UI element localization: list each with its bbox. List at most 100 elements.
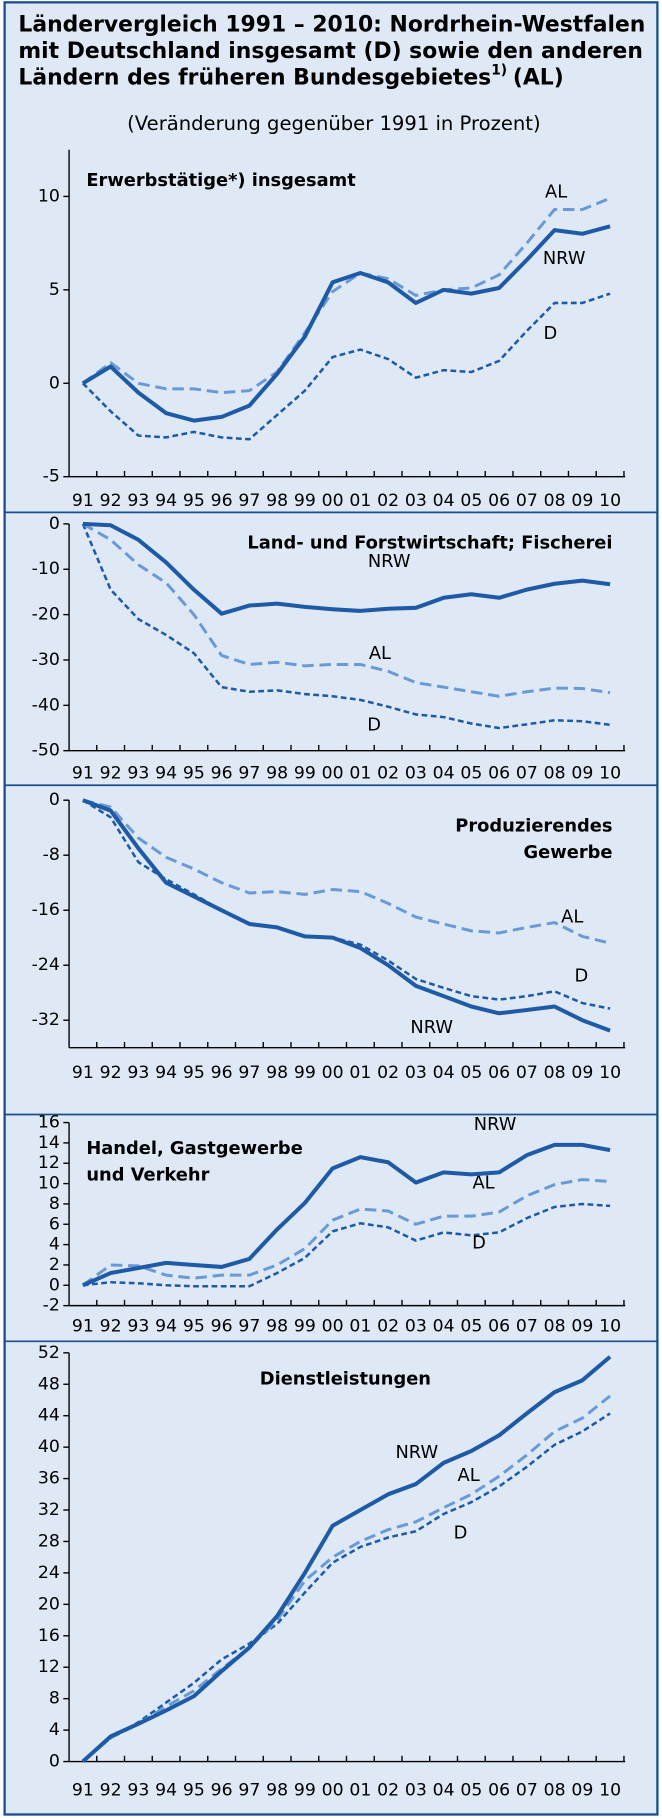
x-tick-label: 08: [544, 1780, 566, 1800]
x-tick-label: 98: [266, 1780, 288, 1800]
title-line: Ländern des früheren Bundesgebietes1) (AL…: [18, 62, 563, 90]
x-tick-label: 01: [349, 491, 371, 511]
series-line: [81, 523, 611, 730]
y-tick-label: -24: [32, 955, 60, 975]
separators: [4, 511, 658, 1343]
series-label: D: [543, 323, 557, 344]
series-label: AL: [458, 1465, 480, 1486]
y-tick-label: 4: [49, 1720, 60, 1740]
x-tick-label: 00: [322, 764, 344, 784]
y-tick-label: 0: [49, 790, 60, 810]
x-tick-label: 00: [322, 1063, 344, 1083]
x-tick-label: 04: [433, 1063, 455, 1083]
y-tick-label: 32: [38, 1500, 60, 1520]
subtitle: (Veränderung gegenüber 1991 in Prozent): [127, 112, 540, 135]
y-tick-label: 16: [38, 1113, 60, 1133]
x-tick-label: 99: [294, 1780, 316, 1800]
x-tick-label: 06: [488, 1063, 510, 1083]
y-tick-label: 0: [49, 514, 60, 534]
x-tick-label: 06: [488, 764, 510, 784]
y-tick-label: -10: [32, 559, 60, 579]
x-tick-label: 10: [599, 1316, 621, 1336]
x-tick-label: 02: [377, 1316, 399, 1336]
x-tick-label: 99: [294, 1063, 316, 1083]
series-line: [82, 798, 611, 1033]
series-label: AL: [369, 643, 391, 664]
x-tick-label: 10: [599, 491, 621, 511]
chart-title: und Verkehr: [86, 1165, 209, 1186]
series-line: [82, 798, 611, 945]
x-tick-label: 10: [599, 1780, 621, 1800]
x-tick-label: 03: [405, 1780, 427, 1800]
y-tick-label: 28: [38, 1531, 60, 1551]
x-tick-label: 05: [460, 764, 482, 784]
series-line: [81, 292, 611, 441]
y-tick-label: -40: [32, 695, 60, 715]
x-tick-label: 05: [460, 1063, 482, 1083]
x-tick-label: 98: [266, 1063, 288, 1083]
x-tick-label: 02: [377, 491, 399, 511]
x-tick-label: 96: [211, 1780, 233, 1800]
series-line: [82, 196, 611, 395]
series-label: NRW: [395, 1442, 438, 1463]
x-tick-label: 94: [155, 1316, 177, 1336]
x-tick-label: 03: [405, 1063, 427, 1083]
x-tick-label: 99: [294, 1316, 316, 1336]
x-tick-label: 95: [183, 1316, 205, 1336]
series-line: [81, 224, 611, 423]
x-tick-label: 07: [516, 764, 538, 784]
x-tick-label: 97: [238, 1316, 260, 1336]
y-tick-label: 2: [49, 1255, 60, 1275]
x-tick-label: 00: [322, 1316, 344, 1336]
x-tick-label: 04: [433, 1316, 455, 1336]
y-tick-label: 8: [49, 1194, 60, 1214]
x-tick-label: 09: [571, 491, 593, 511]
y-tick-label: -50: [32, 741, 60, 761]
x-tick-label: 05: [460, 1780, 482, 1800]
y-tick-label: 48: [38, 1374, 60, 1394]
x-tick-label: 96: [211, 491, 233, 511]
x-tick-label: 03: [405, 491, 427, 511]
y-tick-label: 36: [38, 1469, 60, 1489]
series-line: [82, 1412, 611, 1763]
x-tick-label: 00: [322, 491, 344, 511]
x-tick-label: 91: [72, 764, 94, 784]
y-tick-label: 24: [38, 1563, 60, 1583]
x-tick-label: 97: [238, 1780, 260, 1800]
series-line: [82, 1142, 611, 1288]
x-tick-label: 00: [322, 1780, 344, 1800]
series-label: NRW: [368, 551, 411, 572]
x-tick-label: 99: [294, 491, 316, 511]
series-label: AL: [545, 181, 567, 202]
y-tick-label: -16: [32, 900, 60, 920]
x-tick-label: 01: [349, 1780, 371, 1800]
title-line: mit Deutschland insgesamt (D) sowie den …: [18, 39, 643, 64]
x-tick-label: 95: [183, 491, 205, 511]
x-tick-label: 07: [516, 491, 538, 511]
y-tick-label: 0: [49, 1752, 60, 1772]
title-line: Ländern des früheren Bundesgebietes: [18, 65, 491, 90]
x-tick-label: 96: [211, 1063, 233, 1083]
chart-title: Handel, Gastgewerbe: [86, 1138, 302, 1159]
y-tick-label: 12: [38, 1657, 60, 1677]
x-tick-label: 94: [155, 764, 177, 784]
series-label: AL: [561, 907, 583, 928]
chart-title: Land- und Forstwirtschaft; Fischerei: [247, 532, 612, 553]
x-tick-label: 10: [599, 1063, 621, 1083]
y-tick-label: 10: [38, 1174, 60, 1194]
frame: [3, 1, 659, 1816]
series-line: [82, 522, 611, 698]
x-tick-label: 95: [183, 1780, 205, 1800]
x-tick-label: 05: [460, 1316, 482, 1336]
x-tick-label: 94: [155, 1780, 177, 1800]
y-tick-label: 16: [38, 1626, 60, 1646]
y-tick-label: 10: [38, 186, 60, 206]
x-tick-label: 08: [544, 764, 566, 784]
series-line: [81, 1394, 612, 1763]
y-tick-label: 12: [38, 1153, 60, 1173]
series-label: D: [472, 1232, 486, 1253]
series-label: AL: [472, 1173, 494, 1194]
y-tick-label: -8: [43, 845, 60, 865]
x-tick-label: 96: [211, 1316, 233, 1336]
